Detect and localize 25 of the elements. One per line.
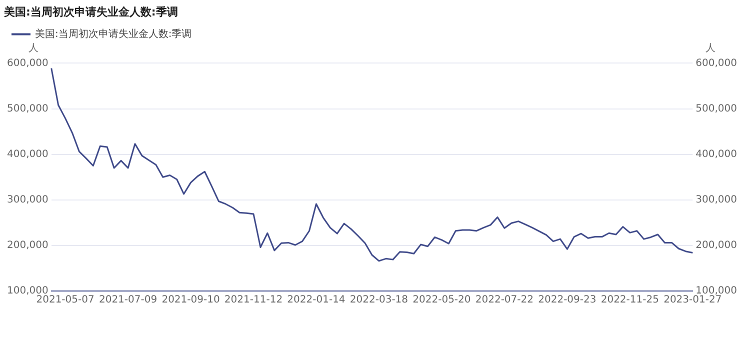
y-tick-label: 500,000 bbox=[6, 103, 48, 114]
x-tick-label: 2023-01-27 bbox=[664, 294, 722, 306]
x-tick-label: 2022-03-18 bbox=[350, 294, 408, 306]
legend-label: 美国:当周初次申请失业金人数:季调 bbox=[35, 28, 192, 40]
x-tick-label: 2021-05-07 bbox=[36, 294, 94, 306]
y2-tick-label: 600,000 bbox=[696, 58, 738, 69]
y2-tick-label: 500,000 bbox=[696, 103, 738, 114]
x-tick-label: 2022-07-22 bbox=[475, 294, 534, 306]
y2-tick-label: 200,000 bbox=[696, 240, 738, 252]
x-tick-label: 2021-07-09 bbox=[98, 294, 158, 306]
y2-tick-label: 300,000 bbox=[696, 194, 738, 206]
y-tick-label: 600,000 bbox=[6, 58, 48, 69]
x-tick-label: 2022-09-23 bbox=[538, 294, 596, 306]
x-tick-label: 2022-05-20 bbox=[412, 294, 471, 306]
y2-axis-title: 人 bbox=[705, 42, 716, 54]
x-tick-label: 2022-11-25 bbox=[600, 294, 659, 306]
x-tick-label: 2021-11-12 bbox=[224, 294, 283, 306]
x-tick-label: 2021-09-10 bbox=[162, 294, 220, 306]
y2-tick-label: 400,000 bbox=[696, 148, 738, 160]
y-tick-label: 300,000 bbox=[6, 194, 48, 206]
y-axis-title: 人 bbox=[28, 42, 39, 54]
y-tick-label: 400,000 bbox=[6, 148, 48, 160]
x-tick-label: 2022-01-14 bbox=[287, 294, 346, 306]
chart-title: 美国:当周初次申请失业金人数:季调 bbox=[3, 5, 178, 18]
y-tick-label: 200,000 bbox=[6, 240, 48, 252]
